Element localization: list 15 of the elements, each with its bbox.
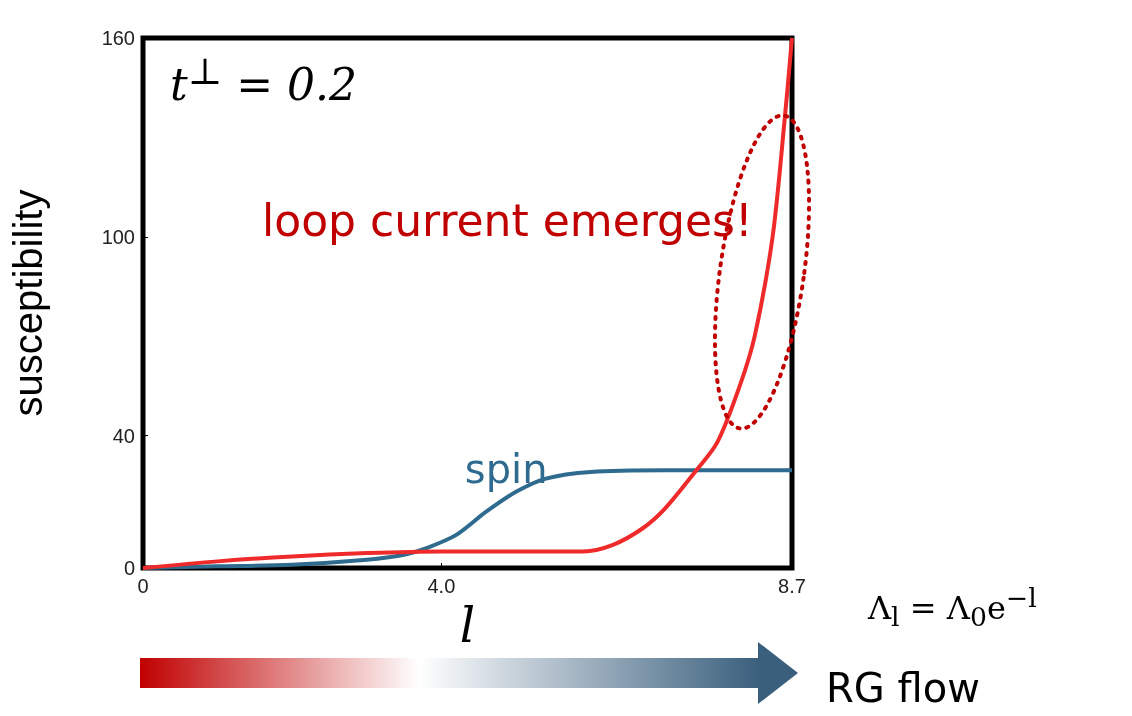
series-label: spin	[464, 445, 548, 492]
x-tick-label: 0	[137, 575, 149, 597]
text: Λ$_{l}$ = Λ$_{0}$e$^{−l}$	[868, 582, 1037, 633]
y-tick-label: 100	[101, 225, 135, 248]
line-series	[141, 36, 794, 570]
y-axis-title: susceptibility	[6, 189, 50, 417]
y-tick-label: 160	[101, 27, 135, 49]
x-tick-label: 8.7	[778, 575, 806, 597]
annotation: t$^{⊥}$ = 0.2	[170, 50, 357, 110]
y-tick-label: 0	[123, 557, 135, 579]
y-tick-label: 40	[112, 424, 135, 447]
x-tick-label: 4.0	[427, 575, 456, 597]
annotation: loop current emerges!	[262, 195, 753, 246]
text: RG flow	[826, 665, 980, 711]
x-axis-title: l	[459, 596, 476, 653]
